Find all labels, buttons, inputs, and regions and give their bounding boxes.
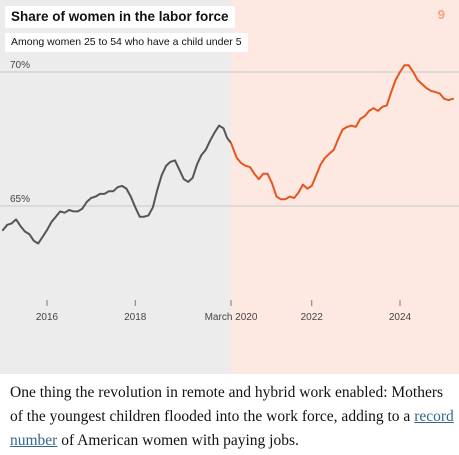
page-number: 9 (437, 7, 445, 22)
caption-text-before: One thing the revolution in remote and h… (10, 384, 444, 425)
line-chart: 70% 65% 2016 2018 March 2020 2022 2024 (0, 60, 459, 323)
y-tick-label-65: 65% (10, 194, 30, 205)
x-tick-label-2024: 2024 (389, 312, 412, 323)
chart-subtitle: Among women 25 to 54 who have a child un… (5, 33, 248, 52)
caption-paragraph: One thing the revolution in remote and h… (10, 381, 455, 453)
series-line-after-march-2020 (230, 64, 454, 201)
post-pandemic-background (231, 0, 459, 374)
x-tick-label-march-2020: March 2020 (205, 312, 258, 323)
caption-text-after: of American women with paying jobs. (57, 432, 299, 449)
pre-pandemic-background (0, 0, 231, 374)
y-tick-label-70: 70% (10, 60, 30, 71)
record-number-link[interactable]: record number (10, 408, 454, 449)
chart-title: Share of women in the labor force (5, 6, 235, 28)
x-tick-label-2018: 2018 (124, 312, 147, 323)
x-tick-label-2016: 2016 (36, 312, 59, 323)
x-tick-label-2022: 2022 (301, 312, 324, 323)
series-line-before-march-2020 (1, 124, 232, 245)
